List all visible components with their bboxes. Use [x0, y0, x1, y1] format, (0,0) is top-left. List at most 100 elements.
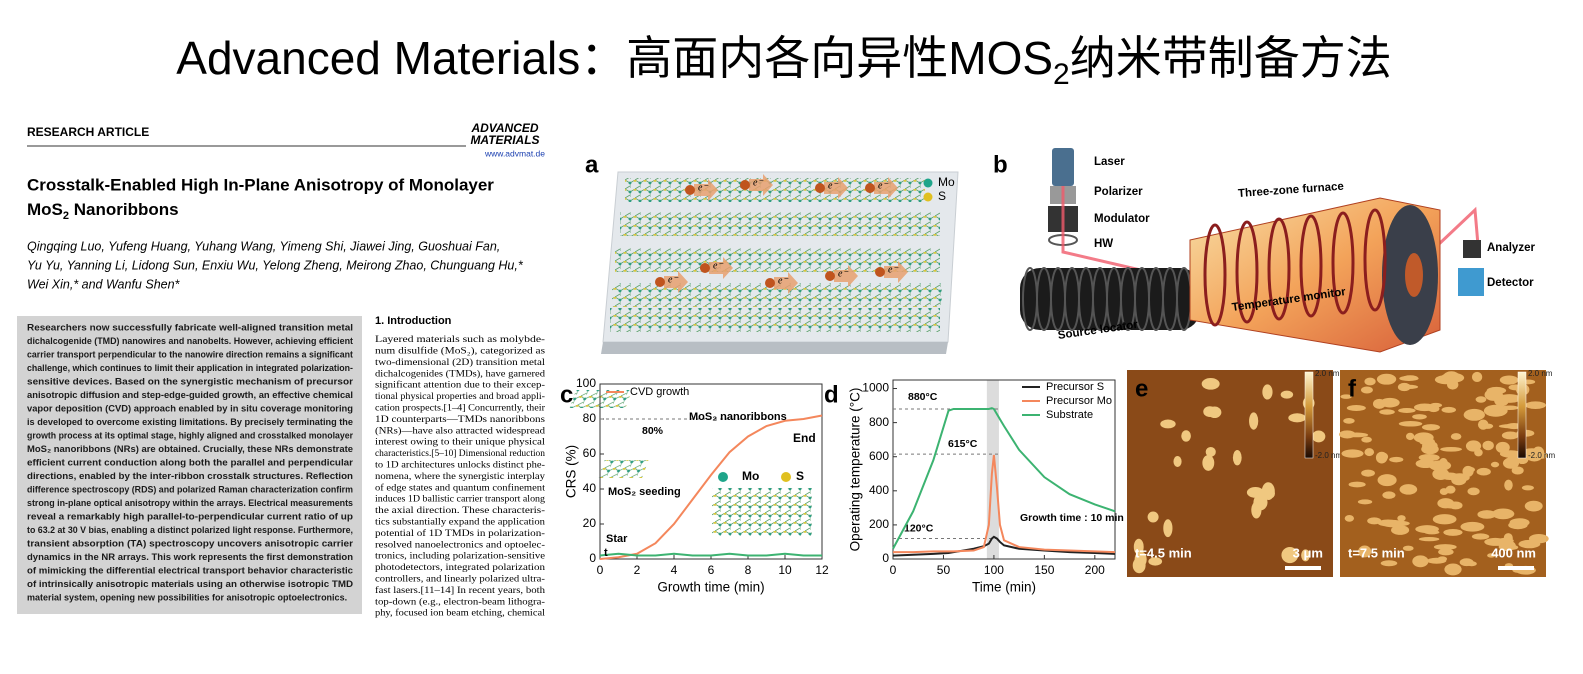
- afm-grain: [1532, 446, 1545, 458]
- afm-grain: [1441, 406, 1457, 413]
- component-label: Three-zone furnace: [1238, 181, 1345, 200]
- seed-icon: [598, 460, 649, 478]
- afm-grain: [1412, 414, 1427, 420]
- intro-line: phy, focused ion beam etching, chemical: [375, 608, 546, 618]
- intro-line: Layered materials such as molybde-: [375, 334, 545, 344]
- legend-label: Precursor Mo: [1046, 395, 1112, 407]
- electron-label: e⁻: [668, 274, 678, 285]
- intro-line: tics substantially expand the applicatio…: [375, 517, 545, 527]
- color-bar-bottom: -2.0 nm: [1315, 451, 1342, 460]
- atom-mo: [718, 472, 728, 482]
- abstract-line: MoS₂ nanoribbons (NRs) are obtained. Cru…: [27, 444, 353, 454]
- reference-label: 120°C: [904, 522, 934, 534]
- afm-grain: [1375, 451, 1388, 464]
- annotation: End: [793, 431, 816, 445]
- color-bar-bottom: -2.0 nm: [1528, 451, 1555, 460]
- abstract-line: sensitive devices. Based on the synergis…: [27, 376, 354, 386]
- afm-grain: [1340, 394, 1352, 399]
- afm-grain: [1377, 474, 1397, 487]
- heating-coil: [1363, 208, 1387, 312]
- panel-label: c: [560, 381, 573, 408]
- afm-grain: [1434, 375, 1457, 385]
- afm-grain: [1490, 461, 1500, 468]
- abstract-line: efficient current conduction along both …: [27, 457, 354, 467]
- legend-label: CVD growth: [630, 386, 689, 398]
- panel-label: b: [993, 151, 1008, 178]
- afm-grain: [1499, 375, 1519, 385]
- journal-url[interactable]: www.advmat.de: [484, 148, 545, 158]
- afm-grain: [1249, 412, 1259, 430]
- afm-grain: [1521, 485, 1534, 491]
- electron: [700, 263, 710, 273]
- annotation: Growth time : 10 min: [1020, 512, 1124, 524]
- intro-line: tional physical properties and broad app…: [375, 391, 545, 401]
- afm-grain: [1147, 511, 1159, 523]
- legend-label: Mo: [938, 175, 955, 189]
- intro-line: of edge states and quantum confinement: [375, 482, 546, 492]
- data-line: [893, 454, 1116, 554]
- afm-grain: [1311, 430, 1326, 443]
- intro-line: controllers, and linearly polarized ultr…: [375, 574, 545, 584]
- y-tick-label: 0: [882, 551, 889, 565]
- afm-grain: [1253, 494, 1268, 511]
- component-label: HW: [1094, 238, 1113, 250]
- color-bar-top: 2.0 nm: [1528, 369, 1553, 378]
- afm-grain: [1504, 479, 1513, 491]
- afm-grain: [1437, 556, 1448, 562]
- abstract-line: growth process at its optimal stage, hig…: [27, 430, 353, 440]
- afm-grain: [1399, 384, 1419, 390]
- x-tick-label: 0: [597, 563, 604, 577]
- data-line: [892, 407, 1116, 550]
- afm-grain: [1474, 448, 1483, 457]
- afm-grain: [1459, 558, 1474, 567]
- afm-grain: [1181, 430, 1191, 442]
- scale-bar: [1285, 566, 1321, 570]
- afm-grain: [1424, 530, 1440, 535]
- afm-grain: [1432, 514, 1457, 525]
- afm-grain: [1301, 549, 1310, 562]
- y-axis-label: Operating temperature (°C): [848, 388, 863, 552]
- transport-arrow: [774, 272, 798, 294]
- author-line: Yu Yu, Yanning Li, Lidong Sun, Enxiu Wu,…: [27, 258, 524, 272]
- afm-grain: [1460, 521, 1485, 532]
- electron: [655, 277, 665, 287]
- afm-grain: [1361, 436, 1372, 443]
- afm-grain: [1376, 373, 1397, 385]
- author-line: Qingqing Luo, Yufeng Huang, Yuhang Wang,…: [27, 239, 500, 253]
- heating-coil: [1235, 220, 1259, 324]
- heating-coil: [1267, 217, 1291, 321]
- electron-label: e⁻: [838, 268, 848, 279]
- afm-grain: [1406, 432, 1415, 441]
- afm-grain: [1501, 431, 1519, 440]
- title-text: Nanoribbons: [69, 200, 179, 219]
- annotation: S: [796, 469, 804, 483]
- y-tick-label: 40: [583, 481, 597, 495]
- annotation: t: [604, 547, 608, 559]
- afm-grain: [1439, 488, 1449, 496]
- afm-grain: [1437, 498, 1455, 509]
- x-tick-label: 12: [815, 563, 829, 577]
- afm-grain: [1232, 450, 1242, 466]
- abstract-line: to 63.2 at 30 V bias, enabling a distinc…: [27, 525, 353, 535]
- intro-line: nomena, where the synergistic interplay: [375, 471, 545, 481]
- afm-grain: [1443, 529, 1463, 536]
- afm-grain: [1422, 440, 1438, 451]
- afm-grain: [1160, 419, 1176, 429]
- x-tick-label: 100: [984, 563, 1004, 577]
- afm-grain: [1487, 553, 1496, 558]
- intro-line: photodetectors, integrated polarization: [375, 562, 545, 572]
- time-label: t=7.5 min: [1348, 545, 1405, 560]
- afm-grain: [1391, 525, 1410, 535]
- afm-grain: [1346, 405, 1366, 411]
- annotation: MoS₂ nanoribbons: [689, 411, 787, 423]
- data-line: [599, 414, 823, 560]
- transport-arrow: [694, 179, 718, 201]
- afm-grain: [1205, 446, 1216, 457]
- panel-label: d: [824, 381, 839, 408]
- legend-label: S: [938, 189, 946, 203]
- author-line: Wei Xin,* and Wanfu Shen*: [27, 277, 181, 291]
- annotation: Star: [606, 533, 628, 545]
- afm-grain: [1462, 465, 1474, 477]
- afm-grain: [1389, 456, 1404, 463]
- abstract-line: Researchers now successfully fabricate w…: [27, 322, 353, 332]
